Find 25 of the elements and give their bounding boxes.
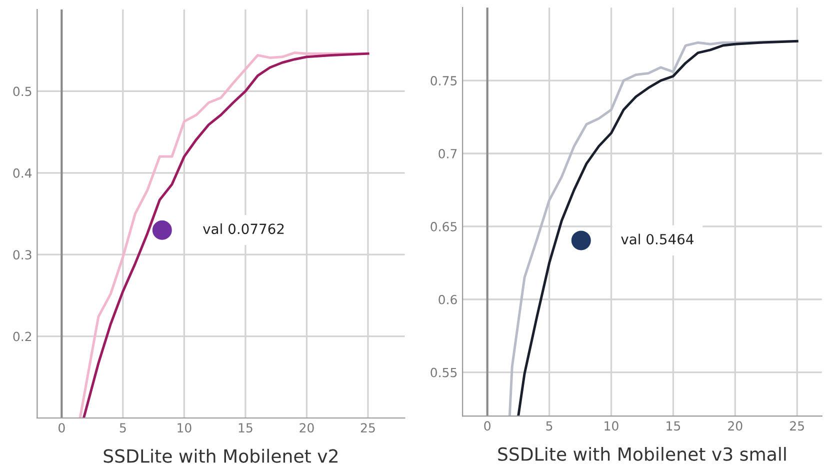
x-axis-title: SSDLite with Mobilenet v3 small [498,446,786,461]
annotation: val 0.07762 [202,223,284,234]
y-tick-label: 0.5 [13,86,32,96]
x-axis-title: SSDLite with Mobilenet v2 [104,448,338,463]
x-tick-label: 25 [790,421,804,431]
x-tick-label: 5 [546,421,552,431]
x-tick-label: 5 [120,423,126,433]
y-tick-label: 0.4 [13,168,32,178]
y-tick-label: 0.7 [438,148,457,158]
y-tick-label: 0.75 [430,76,457,86]
y-tick-label: 0.2 [13,332,32,342]
x-tick-label: 20 [300,423,314,433]
y-tick-label: 0.3 [13,250,32,260]
x-tick-label: 15 [666,421,680,431]
x-tick-label: 25 [360,423,375,433]
x-tick-label: 15 [238,423,252,433]
x-tick-label: 0 [58,423,65,433]
x-tick-label: 10 [604,421,618,431]
y-tick-label: 0.55 [430,368,457,378]
y-tick-label: 0.65 [430,222,457,232]
annotation: val 0.5464 [621,234,694,244]
x-tick-label: 20 [728,421,742,431]
x-tick-label: 10 [178,423,192,433]
y-tick-label: 0.6 [438,294,457,304]
x-tick-label: 0 [484,421,490,431]
